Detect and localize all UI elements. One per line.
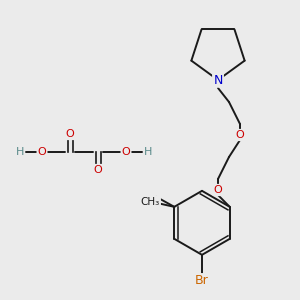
Text: H: H <box>144 147 152 157</box>
Text: O: O <box>236 130 244 140</box>
Text: Br: Br <box>195 274 209 287</box>
Text: O: O <box>94 165 102 175</box>
Text: O: O <box>66 129 74 139</box>
Text: O: O <box>214 185 222 195</box>
Text: N: N <box>213 74 223 86</box>
Text: CH₃: CH₃ <box>141 197 160 207</box>
Text: O: O <box>38 147 46 157</box>
Text: H: H <box>16 147 24 157</box>
Text: O: O <box>122 147 130 157</box>
